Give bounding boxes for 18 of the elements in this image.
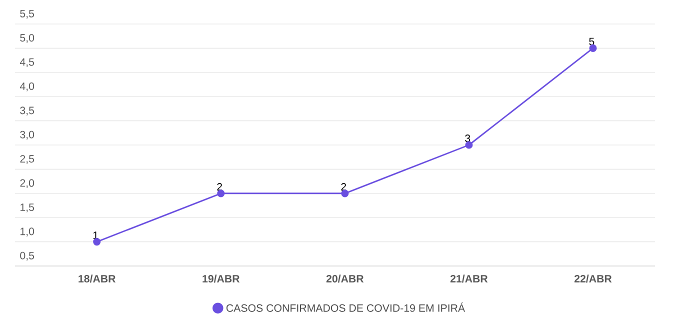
y-tick-label: 0,5 [20,252,34,261]
x-tick-label: 21/ABR [450,274,488,283]
y-tick-label: 5,5 [20,10,34,19]
y-tick-label: 1,0 [20,228,34,236]
y-tick-label: 2,0 [20,179,34,188]
data-label: 3 [465,134,470,142]
y-tick-label: 5,0 [20,34,34,43]
y-tick-label: 4,0 [20,82,34,92]
legend-label: CASOS CONFIRMADOS DE COVID-19 EM IPIRÁ [226,302,466,312]
x-tick-label: 22/ABR [574,274,612,283]
y-tick-label: 2,5 [20,155,34,164]
y-tick-label: 1,5 [20,204,34,212]
y-tick-label: 4,5 [20,58,34,68]
x-tick-label: 18/ABR [78,274,116,283]
x-tick-label: 19/ABR [202,274,240,283]
y-tick-label: 3,0 [20,130,34,140]
y-tick-label: 3,5 [20,106,34,116]
x-tick-label: 20/ABR [326,274,364,283]
